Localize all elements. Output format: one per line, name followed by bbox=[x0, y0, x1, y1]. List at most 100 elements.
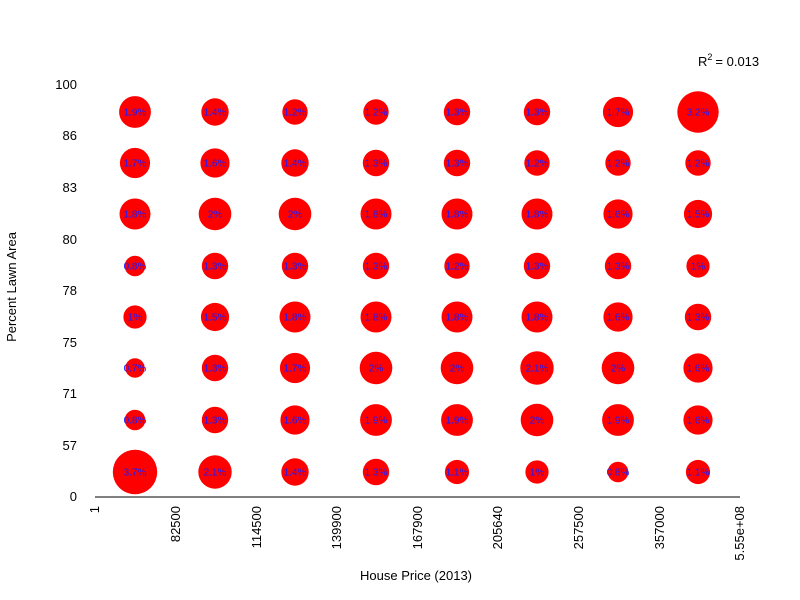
bubble-label-r7-c1: 2.1% bbox=[204, 468, 227, 479]
bubble-label-r2-c7: 1.5% bbox=[687, 210, 710, 221]
bubble-r0-c1 bbox=[201, 98, 229, 126]
bubble-r4-c7 bbox=[684, 303, 712, 331]
bubble-r3-c5 bbox=[523, 252, 551, 280]
bubble-r5-c6 bbox=[601, 351, 635, 385]
bubble-r5-c5 bbox=[520, 351, 554, 385]
y-tick-label: 86 bbox=[63, 128, 77, 143]
bubble-label-r7-c7: 1.1% bbox=[687, 468, 710, 479]
bubble-r4-c0 bbox=[123, 305, 147, 329]
bubble-r1-c6 bbox=[605, 150, 631, 176]
bubble-label-r0-c0: 1.9% bbox=[124, 108, 147, 119]
bubble-r1-c2 bbox=[281, 149, 309, 177]
bubble-label-r1-c0: 1.7% bbox=[124, 159, 147, 170]
bubble-r1-c5 bbox=[524, 150, 550, 176]
bubble-r3-c1 bbox=[201, 252, 229, 280]
bubble-label-r7-c5: 1% bbox=[530, 468, 545, 479]
bubble-label-r1-c1: 1.6% bbox=[204, 159, 227, 170]
bubble-r7-c0 bbox=[112, 449, 158, 495]
bubble-label-r7-c2: 1.4% bbox=[284, 468, 307, 479]
bubble-r7-c6 bbox=[607, 461, 629, 483]
bubble-r6-c2 bbox=[280, 405, 310, 435]
bubble-r6-c6 bbox=[602, 404, 634, 436]
bubble-label-r1-c5: 1.2% bbox=[526, 159, 549, 170]
bubble-label-r5-c2: 1.7% bbox=[284, 364, 307, 375]
bubble-label-r2-c4: 1.8% bbox=[446, 210, 469, 221]
x-tick-labels: 1 82500 114500 139900 167900 205640 257500 3570… bbox=[87, 506, 747, 561]
bubble-label-r2-c1: 2% bbox=[208, 210, 223, 221]
bubble-layer bbox=[112, 91, 719, 495]
x-tick-label: 257500 bbox=[571, 506, 586, 549]
bubble-r3-c6 bbox=[604, 252, 632, 280]
bubble-label-r2-c3: 1.8% bbox=[365, 210, 388, 221]
bubble-r4-c2 bbox=[279, 301, 311, 333]
bubble-r2-c5 bbox=[521, 198, 553, 230]
y-tick-label: 83 bbox=[63, 180, 77, 195]
bubble-r5-c0 bbox=[125, 358, 145, 378]
bubble-r4-c1 bbox=[200, 302, 230, 332]
bubble-label-r4-c5: 1.8% bbox=[526, 313, 549, 324]
bubble-label-r5-c4: 2% bbox=[450, 364, 465, 375]
bubble-r4-c6 bbox=[603, 302, 633, 332]
bubble-label-r5-c3: 2% bbox=[369, 364, 384, 375]
bubble-r5-c7 bbox=[683, 353, 713, 383]
bubble-label-r6-c5: 2% bbox=[530, 416, 545, 427]
bubble-label-r0-c1: 1.4% bbox=[204, 108, 227, 119]
bubble-label-r4-c3: 1.8% bbox=[365, 313, 388, 324]
bubble-r7-c3 bbox=[362, 458, 390, 486]
x-tick-label: 1 bbox=[87, 506, 102, 513]
bubble-r6-c7 bbox=[683, 405, 713, 435]
y-tick-label: 0 bbox=[70, 489, 77, 504]
bubble-label-r2-c0: 1.8% bbox=[124, 210, 147, 221]
bubble-label-r7-c4: 1.1% bbox=[446, 468, 469, 479]
bubble-r0-c7 bbox=[677, 91, 719, 133]
bubble-label-r5-c0: 0.7% bbox=[124, 364, 147, 375]
bubble-label-r5-c5: 2.1% bbox=[526, 364, 549, 375]
bubble-r7-c1 bbox=[198, 455, 232, 489]
x-tick-label: 139900 bbox=[329, 506, 344, 549]
r-squared-annotation: R2 = 0.013 bbox=[698, 52, 759, 69]
y-tick-label: 100 bbox=[55, 77, 77, 92]
bubble-label-r2-c2: 2% bbox=[288, 210, 303, 221]
bubble-r5-c3 bbox=[359, 351, 393, 385]
bubble-label-r4-c2: 1.8% bbox=[284, 313, 307, 324]
bubble-label-r0-c3: 1.2% bbox=[365, 108, 388, 119]
bubble-r3-c2 bbox=[281, 252, 309, 280]
bubble-r3-c0 bbox=[124, 255, 146, 277]
bubble-label-r0-c5: 1.3% bbox=[526, 108, 549, 119]
bubble-label-r3-c1: 1.3% bbox=[204, 262, 227, 273]
bubble-r0-c0 bbox=[119, 96, 151, 128]
bubble-label-r7-c3: 1.3% bbox=[365, 468, 388, 479]
y-tick-label: 71 bbox=[63, 386, 77, 401]
bubble-label-r1-c7: 1.2% bbox=[687, 159, 710, 170]
bubble-label-r5-c1: 1.3% bbox=[204, 364, 227, 375]
bubble-label-layer: 1.9% 1.4% 1.2% 1.2% 1.3% 1.3% 1.7% 3.2% 1.7% 1.6%… bbox=[124, 108, 710, 479]
x-tick-label: 114500 bbox=[249, 506, 264, 548]
bubble-r5-c4 bbox=[440, 351, 474, 385]
bubble-r1-c0 bbox=[119, 147, 151, 179]
bubble-label-r3-c6: 1.3% bbox=[607, 262, 630, 273]
x-tick-label: 5.55e+08 bbox=[732, 506, 747, 561]
bubble-label-r6-c6: 1.9% bbox=[607, 416, 630, 427]
bubble-label-r4-c7: 1.3% bbox=[687, 313, 710, 324]
bubble-r2-c4 bbox=[441, 198, 473, 230]
bubble-label-r0-c7: 3.2% bbox=[687, 108, 710, 119]
bubble-label-r1-c3: 1.3% bbox=[365, 159, 388, 170]
bubble-label-r6-c0: 0.8% bbox=[124, 416, 147, 427]
x-tick-label: 82500 bbox=[168, 506, 183, 542]
bubble-label-r3-c3: 1.3% bbox=[365, 262, 388, 273]
bubble-label-r2-c5: 1.8% bbox=[526, 210, 549, 221]
bubble-label-r3-c2: 1.3% bbox=[284, 262, 307, 273]
bubble-r1-c3 bbox=[362, 149, 390, 177]
bubble-label-r4-c0: 1% bbox=[128, 313, 143, 324]
bubble-label-r6-c2: 1.6% bbox=[284, 416, 307, 427]
r-squared-prefix: R bbox=[698, 54, 707, 69]
bubble-r7-c2 bbox=[281, 458, 309, 486]
x-axis-title: House Price (2013) bbox=[360, 568, 472, 583]
bubble-label-r6-c3: 1.9% bbox=[365, 416, 388, 427]
bubble-label-r0-c6: 1.7% bbox=[607, 108, 630, 119]
bubble-r1-c4 bbox=[443, 149, 471, 177]
bubble-r6-c3 bbox=[360, 404, 392, 436]
r-squared-value: = 0.013 bbox=[715, 54, 759, 69]
bubble-r2-c1 bbox=[198, 197, 232, 231]
